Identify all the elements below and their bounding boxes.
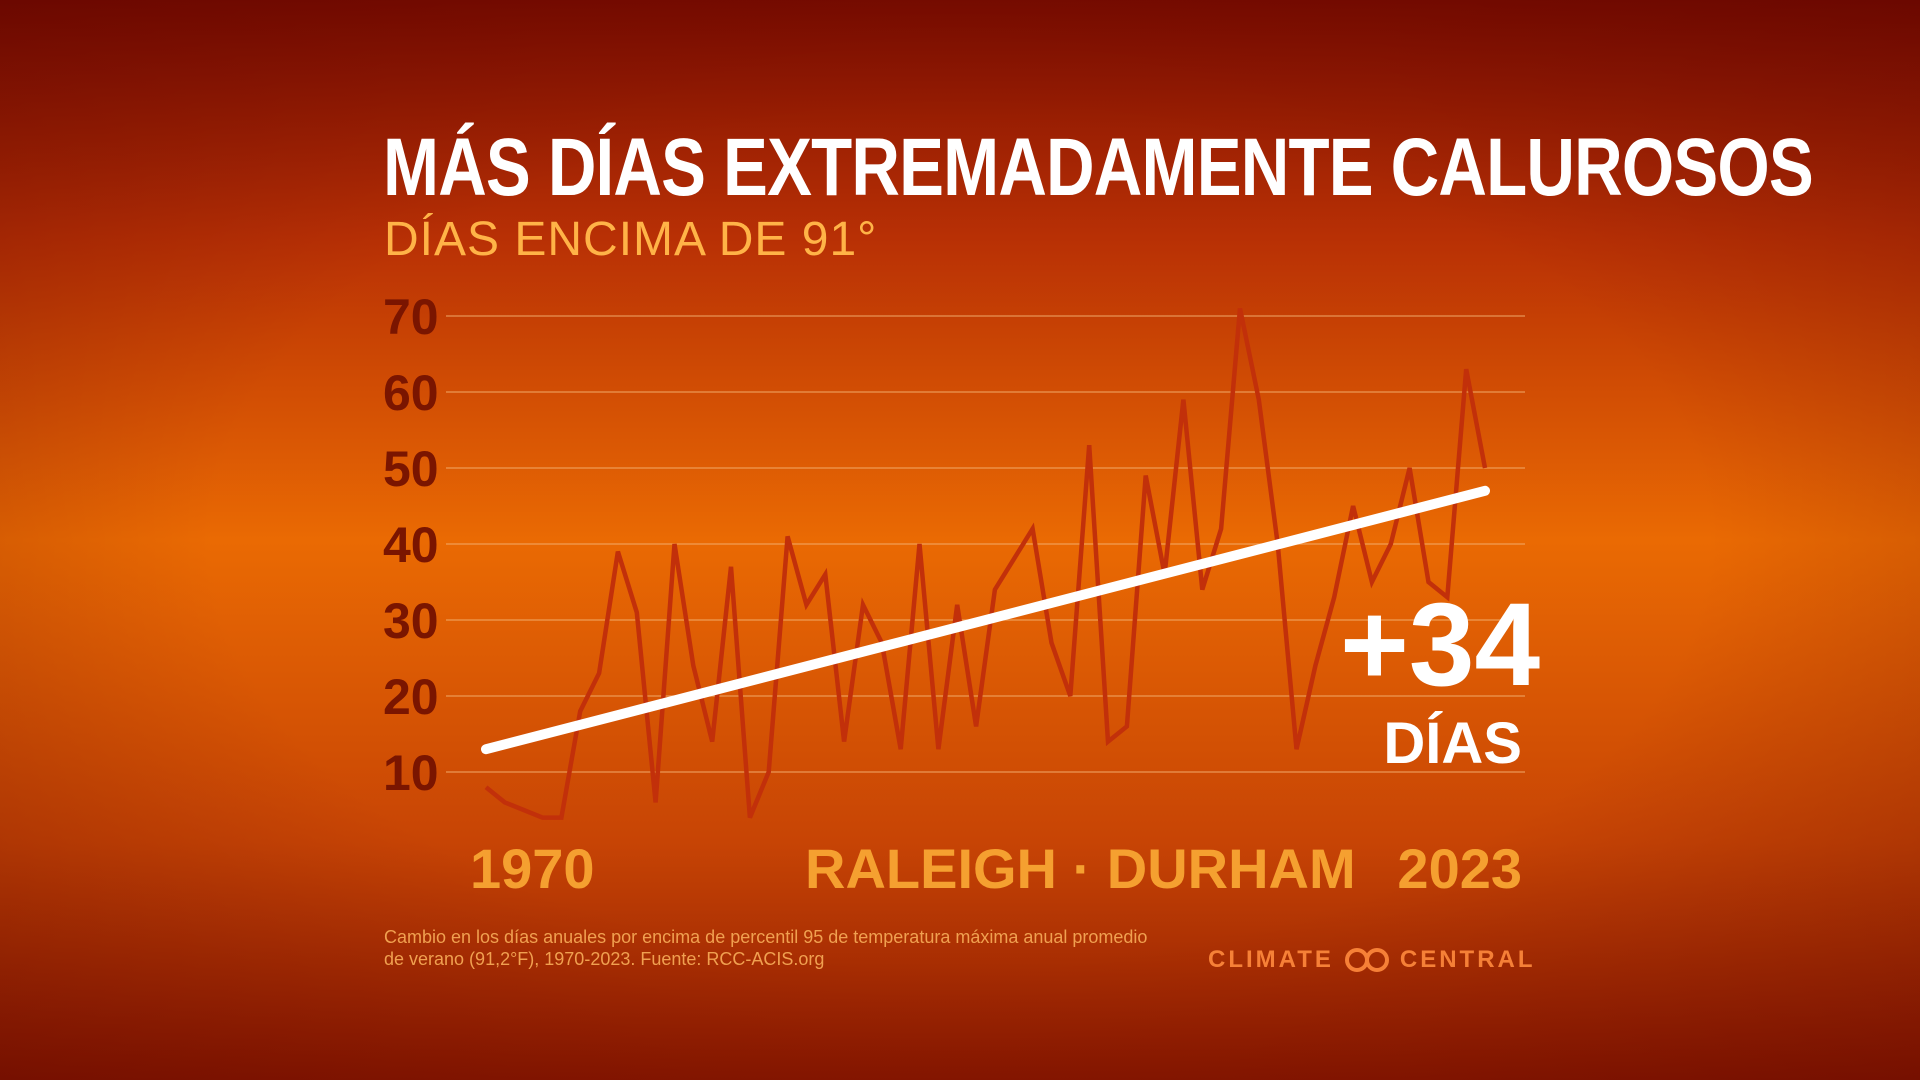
days-above-91-line [484, 307, 1488, 820]
y-tick-label-20: 20 [383, 669, 439, 725]
trend-series [481, 485, 1490, 755]
logo-rings-icon [1344, 948, 1389, 972]
y-tick-label-60: 60 [383, 365, 439, 421]
x-label-location: RALEIGH · DURHAM [805, 837, 1356, 900]
chart-subtitle: DÍAS ENCIMA DE 91° [384, 213, 878, 266]
change-callout-value: +34 [1340, 579, 1541, 711]
y-tick-label-50: 50 [383, 441, 439, 497]
y-tick-label-40: 40 [383, 517, 439, 573]
y-tick-label-70: 70 [383, 289, 439, 345]
logo-text-left: CLIMATE [1208, 946, 1334, 973]
climate-central-logo: CLIMATE CENTRAL [1208, 946, 1536, 974]
change-callout-unit: DÍAS [1383, 711, 1522, 776]
x-label-start: 1970 [470, 837, 595, 900]
y-axis-ticks: 10 20 30 40 50 60 70 [383, 289, 439, 801]
logo-text-right: CENTRAL [1399, 946, 1536, 973]
trend-line [481, 485, 1490, 755]
data-series [484, 307, 1488, 820]
source-footnote: Cambio en los días anuales por encima de… [384, 927, 1148, 969]
y-tick-label-10: 10 [383, 745, 439, 801]
x-label-end: 2023 [1397, 837, 1522, 900]
y-tick-label-30: 30 [383, 593, 439, 649]
